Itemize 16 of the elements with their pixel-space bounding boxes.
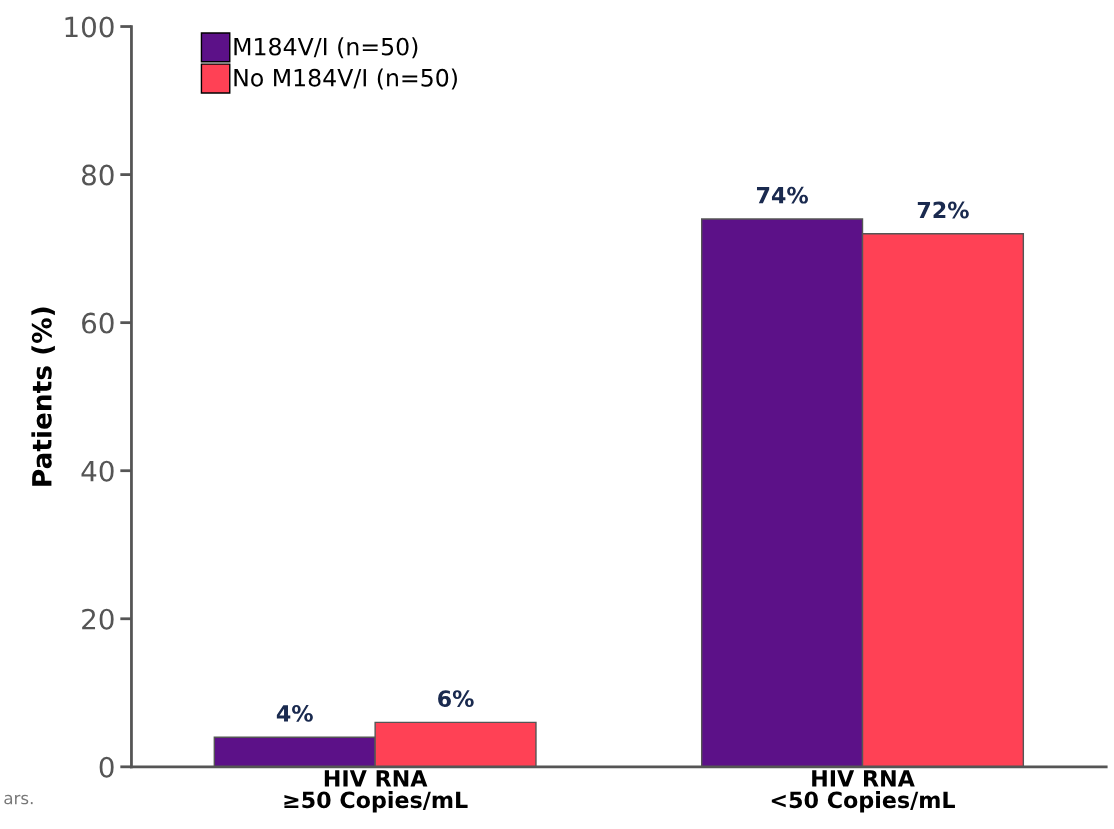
legend-label: No M184V/I (n=50) bbox=[234, 68, 457, 90]
y-tick-label: 40 bbox=[81, 460, 114, 482]
y-tick-label: 0 bbox=[99, 756, 114, 778]
y-tick-label: 20 bbox=[82, 608, 114, 630]
x-tick-label: HIV RNA ≥50 Copies/mL bbox=[284, 770, 468, 813]
data-label: 72% bbox=[917, 201, 969, 219]
x-tick-label: HIV RNA <50 Copies/mL bbox=[771, 770, 955, 813]
text: ars. bbox=[4, 794, 33, 805]
y-axis-title: Patients (%) bbox=[31, 307, 55, 486]
legend-label: M184V/I (n=50) bbox=[234, 37, 418, 59]
y-tick-label: 100 bbox=[65, 16, 114, 38]
data-label: 4% bbox=[276, 704, 313, 722]
data-label: 6% bbox=[438, 690, 474, 707]
y-tick-label: 80 bbox=[82, 164, 114, 186]
y-tick-label: 60 bbox=[82, 312, 114, 334]
data-label: 74% bbox=[756, 186, 808, 204]
